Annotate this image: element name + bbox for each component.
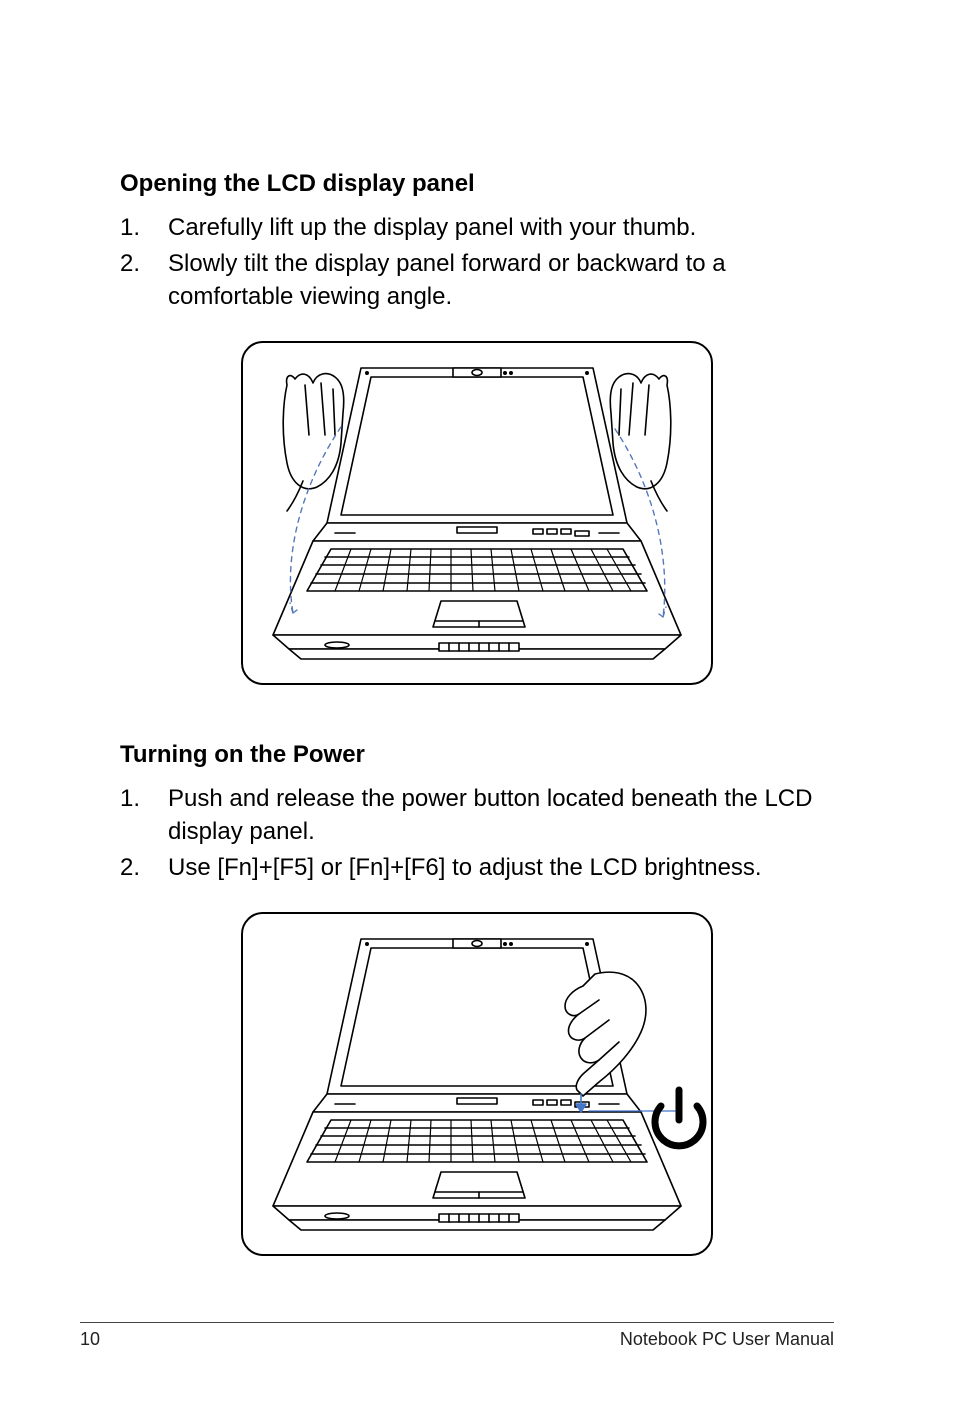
list-item: 2. Slowly tilt the display panel forward…: [120, 248, 834, 313]
section-heading-1: Opening the LCD display panel: [120, 170, 834, 198]
step-number: 1.: [120, 783, 168, 848]
figure-frame: [241, 912, 713, 1256]
step-text: Carefully lift up the display panel with…: [168, 212, 834, 244]
step-number: 1.: [120, 212, 168, 244]
figure-power-on: [120, 912, 834, 1256]
figure-open-lcd: [120, 341, 834, 685]
power-icon: [655, 1090, 703, 1146]
list-item: 1. Carefully lift up the display panel w…: [120, 212, 834, 244]
figure-frame: [241, 341, 713, 685]
page-number: 10: [80, 1329, 100, 1350]
section-heading-2: Turning on the Power: [120, 741, 834, 769]
laptop-power-illustration: [243, 914, 711, 1254]
page-footer: 10 Notebook PC User Manual: [80, 1322, 834, 1350]
steps-list-2: 1. Push and release the power button loc…: [120, 783, 834, 884]
laptop-open-illustration: [243, 343, 711, 683]
step-text: Push and release the power button locate…: [168, 783, 834, 848]
step-text: Slowly tilt the display panel forward or…: [168, 248, 834, 313]
step-text: Use [Fn]+[F5] or [Fn]+[F6] to adjust the…: [168, 852, 834, 884]
list-item: 1. Push and release the power button loc…: [120, 783, 834, 848]
doc-title: Notebook PC User Manual: [620, 1329, 834, 1350]
step-number: 2.: [120, 852, 168, 884]
steps-list-1: 1. Carefully lift up the display panel w…: [120, 212, 834, 313]
step-number: 2.: [120, 248, 168, 313]
list-item: 2. Use [Fn]+[F5] or [Fn]+[F6] to adjust …: [120, 852, 834, 884]
